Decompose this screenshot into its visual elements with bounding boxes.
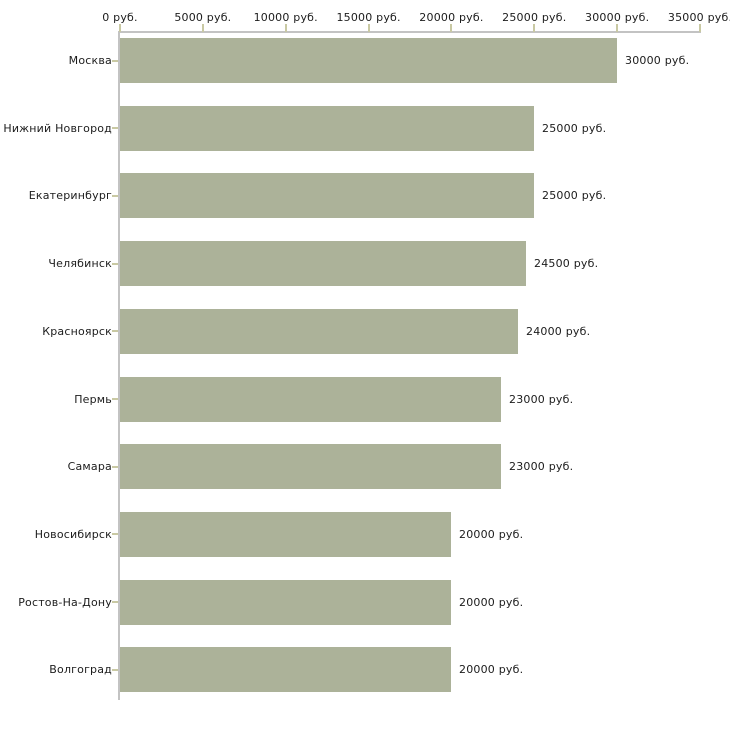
- category-label: Пермь: [74, 392, 112, 406]
- value-label: 23000 руб.: [509, 460, 574, 474]
- y-axis-line: [118, 31, 120, 700]
- value-label: 23000 руб.: [509, 392, 574, 406]
- x-axis-tick: [119, 24, 121, 32]
- category-tick: [112, 533, 118, 536]
- value-label: 25000 руб.: [542, 121, 607, 135]
- value-label: 25000 руб.: [542, 189, 607, 203]
- x-axis-tick: [699, 24, 702, 32]
- category-label: Ростов-На-Дону: [18, 595, 112, 609]
- category-tick: [112, 465, 118, 468]
- category-label: Нижний Новгород: [3, 121, 112, 135]
- value-label: 20000 руб.: [459, 527, 524, 541]
- category-label: Волгоград: [49, 663, 112, 677]
- bar: [120, 241, 526, 287]
- category-tick: [112, 194, 118, 197]
- x-axis-tick-label: 0 руб.: [102, 11, 138, 24]
- category-label: Самара: [67, 460, 112, 474]
- value-label: 20000 руб.: [459, 663, 524, 677]
- value-label: 24500 руб.: [534, 257, 599, 271]
- category-tick: [112, 330, 118, 333]
- category-tick: [112, 668, 118, 671]
- category-label: Москва: [68, 54, 112, 67]
- x-axis-tick-label: 30000 руб.: [585, 11, 650, 24]
- bar: [120, 105, 534, 151]
- category-tick: [112, 601, 118, 604]
- bar: [120, 647, 451, 693]
- x-axis-tick: [284, 24, 287, 32]
- x-axis-tick-label: 20000 руб.: [419, 11, 484, 24]
- x-axis-tick: [367, 24, 370, 32]
- value-label: 24000 руб.: [526, 324, 591, 338]
- bar: [120, 579, 451, 625]
- bar: [120, 511, 451, 557]
- value-label: 30000 руб.: [625, 54, 690, 67]
- category-label: Екатеринбург: [28, 189, 112, 203]
- category-label: Красноярск: [42, 324, 112, 338]
- x-axis-tick: [616, 24, 619, 32]
- category-tick: [112, 127, 118, 130]
- category-label: Новосибирск: [34, 527, 112, 541]
- x-axis-tick-label: 5000 руб.: [174, 11, 232, 24]
- category-label: Челябинск: [48, 257, 112, 271]
- x-axis-line: [118, 31, 701, 33]
- category-tick: [112, 59, 118, 62]
- x-axis-tick-label: 35000 руб.: [667, 11, 730, 24]
- x-axis-tick: [201, 24, 204, 32]
- value-label: 20000 руб.: [459, 595, 524, 609]
- x-axis-tick: [533, 24, 536, 32]
- bar: [120, 376, 501, 422]
- category-tick: [112, 398, 118, 400]
- bar: [120, 38, 617, 83]
- bar: [120, 173, 534, 219]
- x-axis-tick-label: 10000 руб.: [253, 11, 318, 24]
- x-axis-tick-label: 15000 руб.: [336, 11, 401, 24]
- category-tick: [112, 262, 118, 265]
- x-axis-tick: [450, 24, 453, 32]
- bar: [120, 444, 501, 490]
- x-axis-tick-label: 25000 руб.: [502, 11, 567, 24]
- bar: [120, 308, 518, 354]
